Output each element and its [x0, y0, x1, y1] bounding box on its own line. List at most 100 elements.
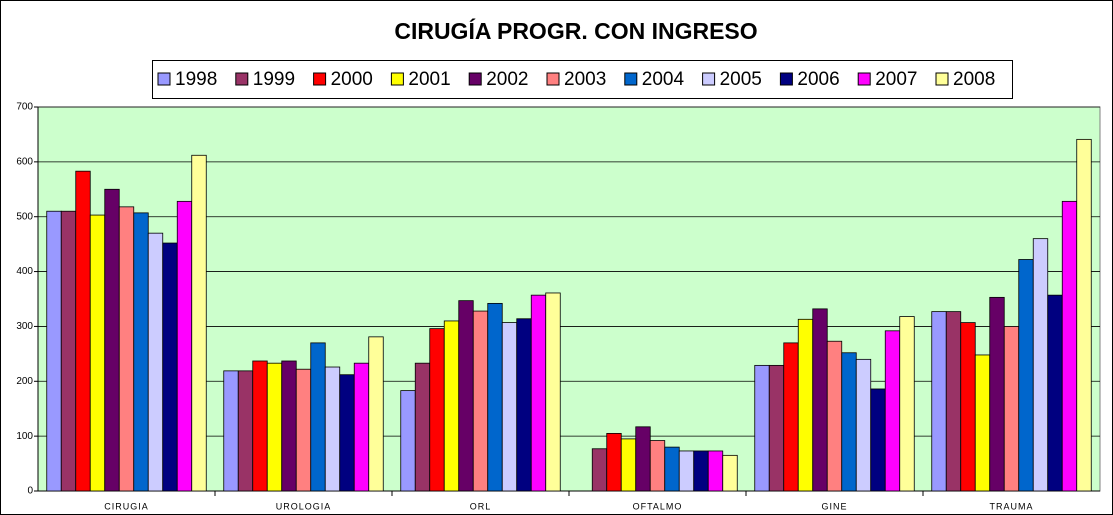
legend-swatch	[313, 72, 327, 86]
bar	[281, 360, 297, 492]
bar	[400, 390, 416, 492]
legend-label: 2008	[953, 69, 995, 90]
x-tick-label: CIRUGIA	[104, 501, 149, 511]
chart-title: CIRUGÍA PROGR. CON INGRESO	[394, 17, 757, 44]
y-tick-label: 300	[16, 321, 33, 332]
bar	[472, 310, 489, 492]
bar	[989, 296, 1005, 492]
bar	[707, 450, 724, 492]
legend-swatch	[624, 72, 638, 86]
bar	[1047, 294, 1063, 492]
x-tick-label: TRAUMA	[990, 501, 1034, 511]
bar	[974, 354, 991, 492]
bar	[768, 364, 785, 492]
bar	[899, 316, 915, 492]
legend-swatch	[702, 72, 716, 86]
bar	[118, 206, 135, 492]
legend-swatch	[157, 72, 171, 86]
bar	[797, 318, 814, 492]
bar	[678, 450, 695, 492]
bar	[176, 200, 193, 492]
bar	[310, 342, 326, 492]
legend-swatch	[935, 72, 949, 86]
bar	[664, 446, 680, 492]
bar	[884, 330, 901, 492]
legend-swatch	[468, 72, 482, 86]
bar	[368, 336, 384, 492]
legend-label: 1999	[253, 69, 295, 90]
x-tick-label: OFTALMO	[633, 501, 683, 511]
bar	[162, 242, 178, 492]
bar	[1018, 259, 1034, 492]
bar	[545, 292, 561, 492]
bar	[960, 322, 976, 492]
bar	[429, 328, 445, 492]
bar	[353, 362, 370, 492]
bar	[223, 370, 239, 492]
legend-label: 2004	[642, 69, 685, 90]
y-tick-label: 700	[16, 102, 33, 113]
legend-label: 2001	[408, 69, 450, 90]
bar	[826, 340, 843, 492]
bar	[191, 154, 207, 492]
legend-swatch	[235, 72, 249, 86]
x-tick-label: UROLOGIA	[276, 501, 332, 511]
bar	[516, 318, 532, 492]
bar	[530, 294, 547, 492]
bar	[324, 366, 341, 492]
bar	[591, 448, 608, 492]
bar	[1076, 138, 1092, 492]
legend-swatch	[779, 72, 793, 86]
legend-label: 2007	[875, 69, 917, 90]
y-tick-label: 400	[16, 266, 33, 277]
y-tick-label: 0	[27, 486, 33, 497]
legend-label: 2002	[486, 69, 528, 90]
bar	[855, 358, 872, 492]
bar	[501, 322, 518, 492]
bar	[783, 342, 799, 492]
bar	[237, 370, 254, 492]
bar	[931, 311, 947, 492]
bar	[339, 374, 355, 492]
legend-label: 2000	[331, 69, 373, 90]
y-tick-label: 600	[16, 156, 33, 167]
bar	[487, 302, 503, 492]
legend-swatch	[546, 72, 560, 86]
bar	[147, 232, 164, 492]
bar	[841, 352, 857, 492]
x-tick-label: GINE	[821, 501, 847, 511]
bar	[1003, 326, 1020, 492]
y-tick-label: 100	[16, 431, 33, 442]
bar	[414, 362, 431, 492]
bar	[812, 308, 828, 492]
bar	[443, 320, 460, 492]
bar	[458, 300, 474, 492]
bar	[945, 311, 962, 492]
bar	[266, 362, 283, 492]
legend-swatch	[857, 72, 871, 86]
bar	[620, 438, 637, 492]
bar	[295, 368, 312, 492]
bar	[606, 432, 622, 492]
bar	[635, 426, 651, 492]
legend-swatch	[390, 72, 404, 86]
bar	[104, 188, 120, 492]
bar	[870, 388, 886, 492]
legend-label: 2003	[564, 69, 606, 90]
bar	[252, 360, 268, 492]
bar	[75, 170, 91, 492]
bar	[133, 212, 149, 492]
bar	[693, 450, 709, 492]
bar	[722, 454, 738, 492]
bar	[46, 210, 62, 492]
legend-label: 2006	[797, 69, 839, 90]
bar	[89, 214, 106, 492]
bar	[649, 440, 666, 492]
bar	[60, 210, 77, 492]
legend-label: 1998	[175, 69, 217, 90]
bar	[754, 364, 770, 492]
x-tick-label: ORL	[470, 501, 492, 511]
y-tick-label: 500	[16, 211, 33, 222]
bar	[1032, 238, 1049, 492]
